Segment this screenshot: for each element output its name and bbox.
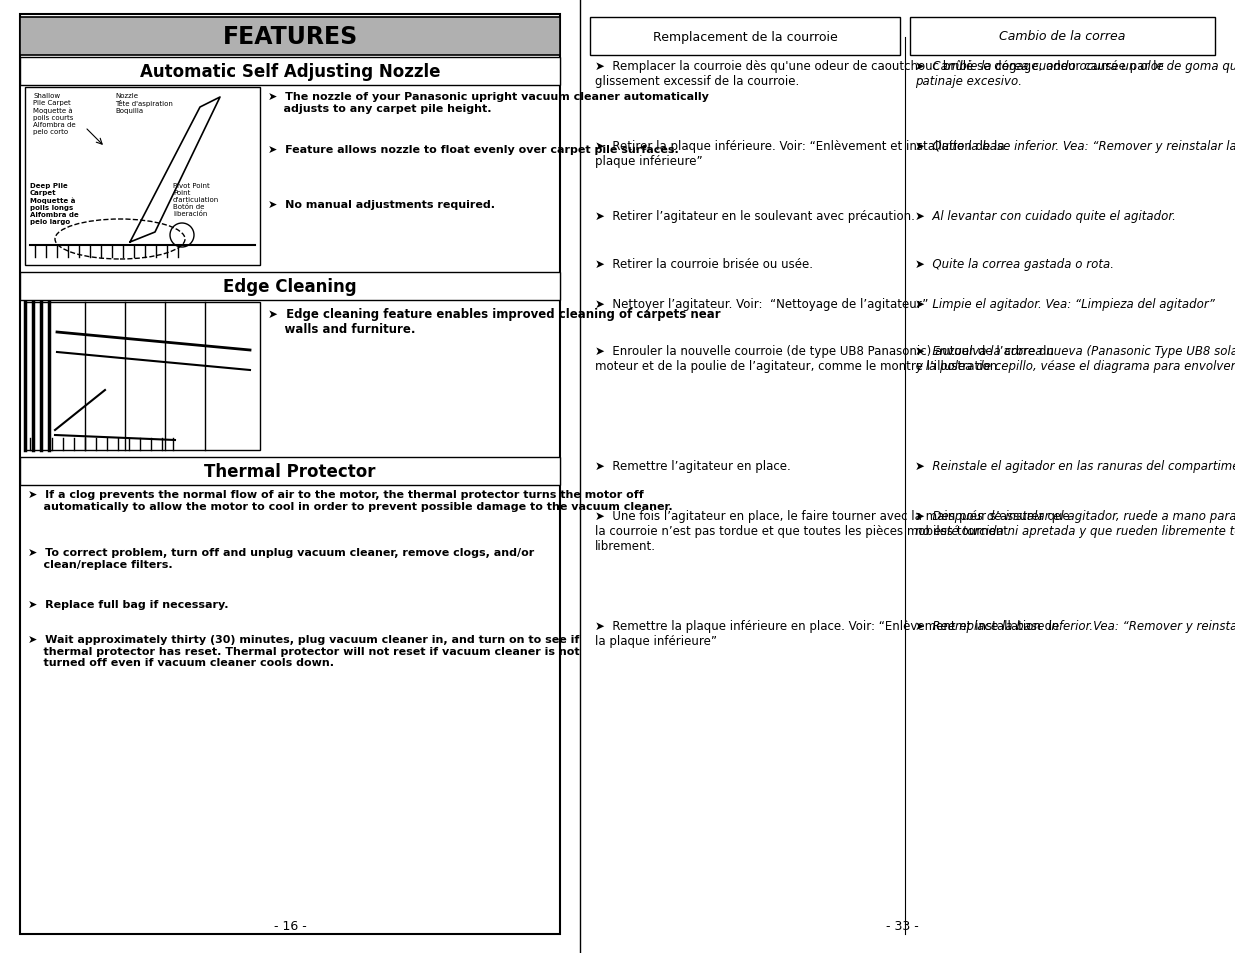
Text: ➤  Remettre la plaque inférieure en place. Voir: “Enlèvement et installation de
: ➤ Remettre la plaque inférieure en place… bbox=[595, 619, 1060, 647]
Text: ➤  Remplacer la courroie dès qu'une odeur de caoutchouc brûlé se dégage, odeur c: ➤ Remplacer la courroie dès qu'une odeur… bbox=[595, 60, 1163, 88]
Text: ➤  If a clog prevents the normal flow of air to the motor, the thermal protector: ➤ If a clog prevents the normal flow of … bbox=[28, 490, 673, 511]
Text: ➤  Edge cleaning feature enables improved cleaning of carpets near
    walls and: ➤ Edge cleaning feature enables improved… bbox=[268, 308, 721, 335]
Text: ➤  Replace full bag if necessary.: ➤ Replace full bag if necessary. bbox=[28, 599, 228, 609]
Bar bbox=[20, 58, 559, 86]
Text: Automatic Self Adjusting Nozzle: Automatic Self Adjusting Nozzle bbox=[140, 63, 440, 81]
Text: ➤  No manual adjustments required.: ➤ No manual adjustments required. bbox=[268, 200, 495, 210]
Text: ➤  To correct problem, turn off and unplug vacuum cleaner, remove clogs, and/or
: ➤ To correct problem, turn off and unplu… bbox=[28, 547, 535, 569]
Text: Shallow
Pile Carpet
Moquette à
poils courts
Alfombra de
pelo corto: Shallow Pile Carpet Moquette à poils cou… bbox=[33, 92, 75, 134]
Text: Thermal Protector: Thermal Protector bbox=[204, 462, 375, 480]
Text: ➤  Feature allows nozzle to float evenly over carpet pile surfaces.: ➤ Feature allows nozzle to float evenly … bbox=[268, 145, 679, 154]
Text: Cambio de la correa: Cambio de la correa bbox=[999, 30, 1125, 44]
Bar bbox=[20, 15, 559, 934]
Text: FEATURES: FEATURES bbox=[222, 25, 358, 49]
Text: - 33 -: - 33 - bbox=[887, 919, 919, 932]
Text: ➤  Nettoyer l’agitateur. Voir:  “Nettoyage de l’agitateur”: ➤ Nettoyer l’agitateur. Voir: “Nettoyage… bbox=[595, 297, 929, 311]
Text: ➤  Quite la base inferior. Vea: “Remover y reinstalar la base inferior”: ➤ Quite la base inferior. Vea: “Remover … bbox=[915, 140, 1235, 152]
Text: Nozzle
Tête d'aspiration
Boquilla: Nozzle Tête d'aspiration Boquilla bbox=[115, 92, 173, 114]
Text: ➤  Wait approximately thirty (30) minutes, plug vacuum cleaner in, and turn on t: ➤ Wait approximately thirty (30) minutes… bbox=[28, 635, 579, 667]
Text: ➤  Retirer la courroie brisée ou usée.: ➤ Retirer la courroie brisée ou usée. bbox=[595, 257, 813, 271]
Text: ➤  Quite la correa gastada o rota.: ➤ Quite la correa gastada o rota. bbox=[915, 257, 1114, 271]
Text: ➤  Une fois l’agitateur en place, le faire tourner avec la main pour s’assurer q: ➤ Une fois l’agitateur en place, le fair… bbox=[595, 510, 1070, 553]
Text: ➤  Remettre l’agitateur en place.: ➤ Remettre l’agitateur en place. bbox=[595, 459, 790, 473]
Bar bbox=[590, 18, 900, 56]
Bar bbox=[25, 88, 261, 266]
Text: ➤  Enrouler la nouvelle courroie (de type UB8 Panasonic) autour de l’arbre du
mo: ➤ Enrouler la nouvelle courroie (de type… bbox=[595, 345, 1053, 373]
Text: ➤  Reinstale el agitador en las ranuras del compartimento de la boquilla.: ➤ Reinstale el agitador en las ranuras d… bbox=[915, 459, 1235, 473]
Text: ➤  Retirer la plaque inférieure. Voir: “Enlèvement et installation de la
plaque : ➤ Retirer la plaque inférieure. Voir: “E… bbox=[595, 140, 1004, 168]
Text: Remplacement de la courroie: Remplacement de la courroie bbox=[652, 30, 837, 44]
Text: ➤  Reemplace la base inferior.Vea: “Remover y reinstalar la base inferior”: ➤ Reemplace la base inferior.Vea: “Remov… bbox=[915, 619, 1235, 633]
Text: ➤  Limpie el agitador. Vea: “Limpieza del agitador”: ➤ Limpie el agitador. Vea: “Limpieza del… bbox=[915, 297, 1215, 311]
Text: ➤  Retirer l’agitateur en le soulevant avec précaution.: ➤ Retirer l’agitateur en le soulevant av… bbox=[595, 210, 915, 223]
Text: Pivot Point
Point
d'articulation
Botón de
liberación: Pivot Point Point d'articulation Botón d… bbox=[173, 183, 220, 216]
Text: ➤  Envuelva la correa nueva (Panasonic Type UB8 solamente) en el eje del motor
y: ➤ Envuelva la correa nueva (Panasonic Ty… bbox=[915, 345, 1235, 373]
Text: ➤  Al levantar con cuidado quite el agitador.: ➤ Al levantar con cuidado quite el agita… bbox=[915, 210, 1176, 223]
Text: ➤  The nozzle of your Panasonic upright vacuum cleaner automatically
    adjusts: ➤ The nozzle of your Panasonic upright v… bbox=[268, 91, 709, 113]
Bar bbox=[910, 18, 1215, 56]
Text: - 16 -: - 16 - bbox=[274, 919, 306, 932]
Bar bbox=[20, 457, 559, 485]
Text: Edge Cleaning: Edge Cleaning bbox=[224, 277, 357, 295]
Text: ➤  Cambie la corea cuando ocurra un olor de goma que quema causado por un
patina: ➤ Cambie la corea cuando ocurra un olor … bbox=[915, 60, 1235, 88]
Bar bbox=[20, 273, 559, 301]
Text: Deep Pile
Carpet
Moquette à
poils longs
Alfombra de
pelo largo: Deep Pile Carpet Moquette à poils longs … bbox=[30, 183, 79, 224]
Text: ➤  Después de instalar el agitador, ruede a mano para que asegure que la correa
: ➤ Después de instalar el agitador, ruede… bbox=[915, 510, 1235, 537]
Bar bbox=[25, 303, 261, 451]
Bar bbox=[20, 18, 559, 56]
